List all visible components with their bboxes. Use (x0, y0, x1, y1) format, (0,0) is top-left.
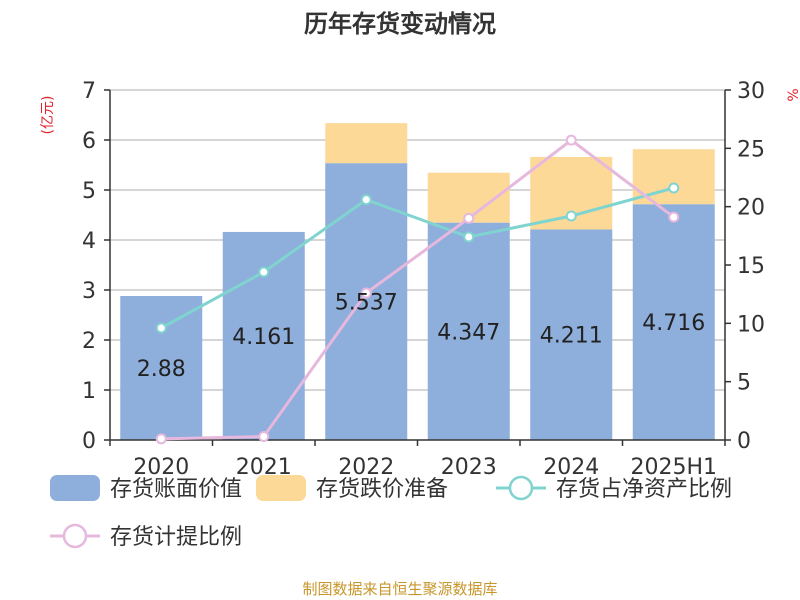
legend-label-0: 存货账面价值 (110, 477, 242, 502)
series-point-3 (155, 433, 167, 445)
series-point-2 (565, 210, 577, 222)
left-axis-tick: 6 (82, 129, 96, 154)
bar-impairment-reserve (325, 123, 408, 164)
right-axis-unit: % (786, 88, 800, 101)
right-axis-tick: 10 (737, 312, 765, 337)
right-axis-tick: 15 (737, 254, 765, 279)
legend-label-2: 存货占净资产比例 (556, 477, 732, 502)
bar-data-label: 4.211 (540, 324, 603, 349)
series-point-3 (258, 431, 270, 442)
left-axis-unit: (亿元) (40, 96, 56, 135)
series-point-3 (668, 211, 680, 223)
legend-swatch-0 (50, 475, 100, 501)
x-axis-tick: 2024 (543, 455, 599, 480)
bar-book-value (632, 204, 715, 440)
series-point-2 (360, 194, 372, 206)
legend-label-1: 存货跌价准备 (316, 477, 448, 502)
right-axis-tick: 5 (737, 371, 751, 396)
left-axis-tick: 1 (82, 379, 96, 404)
series-line-2 (160, 186, 675, 330)
series-point-2 (155, 322, 167, 334)
right-axis-tick: 0 (737, 429, 751, 454)
lines (155, 134, 680, 445)
bar-data-label: 4.716 (642, 311, 705, 336)
grid (110, 89, 725, 391)
series-point-3 (463, 212, 475, 224)
x-axis-tick: 2023 (441, 455, 497, 480)
left-axis-tick: 5 (82, 179, 96, 204)
series-point-2 (668, 182, 680, 194)
series-point-3 (360, 287, 372, 299)
legend-swatch-marker-2 (508, 475, 534, 501)
bar-data-label: 4.347 (437, 320, 500, 345)
x-axis-tick: 2025H1 (630, 455, 717, 480)
left-axis-tick: 4 (82, 229, 96, 254)
bar-data-label: 2.88 (137, 357, 186, 382)
x-axis-tick: 2020 (133, 455, 189, 480)
series-point-2 (258, 266, 270, 278)
right-axis-tick: 25 (737, 137, 765, 162)
source-note: 制图数据来自恒生聚源数据库 (302, 580, 497, 598)
legend-label-3: 存货计提比例 (110, 525, 242, 550)
legend-swatch-1 (256, 475, 306, 501)
chart-title: 历年存货变动情况 (304, 10, 496, 38)
legend-swatch-marker-3 (62, 523, 88, 549)
right-axis-tick: 20 (737, 196, 765, 221)
bar-book-value (120, 296, 203, 440)
x-axis-tick: 2022 (338, 455, 394, 480)
bar-data-label: 5.537 (335, 291, 398, 316)
bar-labels: 2.88 4.161 5.537 4.347 4.211 4.716 (137, 291, 705, 382)
bars (120, 123, 715, 440)
series-point-2 (463, 231, 475, 243)
left-axis-tick: 0 (82, 429, 96, 454)
left-axis-tick: 7 (82, 79, 96, 104)
series-line-3 (161, 138, 675, 441)
left-axis-tick: 2 (82, 329, 96, 354)
bar-book-value (427, 222, 510, 440)
bar-book-value (530, 229, 613, 440)
left-axis-tick: 3 (82, 279, 96, 304)
right-axis-tick: 30 (737, 79, 765, 104)
bar-data-label: 4.161 (232, 325, 295, 350)
series-point-3 (565, 134, 577, 146)
